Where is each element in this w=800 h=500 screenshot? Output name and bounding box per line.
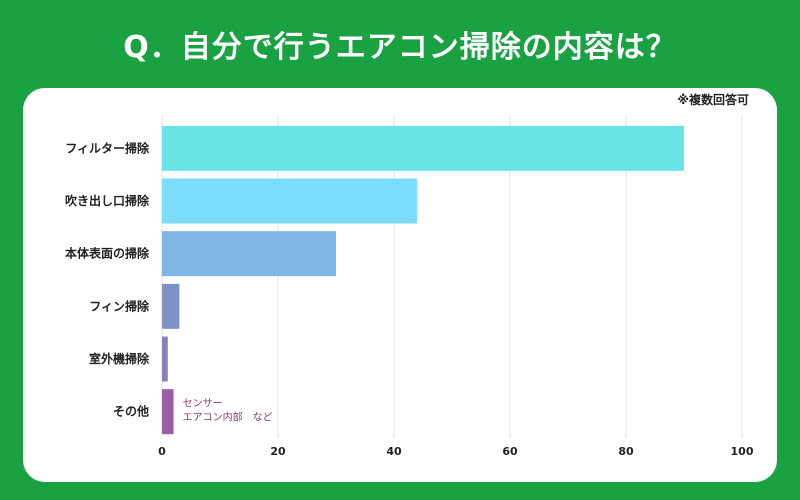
x-tick-label: 0: [158, 445, 166, 458]
x-tick-label: 20: [270, 445, 286, 458]
category-label: 本体表面の掃除: [65, 246, 150, 261]
other-annotation: エアコン内部 など: [183, 411, 273, 424]
bar-chart: 0 20 40 60 80 100 フィルター掃除吹き出し口掃除本体表面の掃除フィン掃除室外…: [65, 116, 754, 458]
bar: [162, 389, 174, 435]
chart-card: ※複数回答可 0 20 40 60 80 100 フィルター掃除 吹き出し口掃除 本体表面の掃除…: [23, 88, 777, 482]
multiple-answer-note: ※複数回答可: [677, 93, 749, 107]
x-tick-label: 100: [731, 445, 754, 458]
x-tick-label: 40: [386, 445, 402, 458]
other-annotation: センサー: [183, 398, 223, 410]
bar: [162, 336, 168, 382]
category-label: その他: [113, 404, 149, 419]
category-label: フィン掃除: [89, 298, 150, 313]
category-label: 吹き出し口掃除: [65, 193, 150, 208]
page-title: Q．自分で行うエアコン掃除の内容は？: [123, 30, 677, 65]
bar: [162, 125, 684, 171]
category-label: 室外機掃除: [89, 351, 150, 366]
bar: [162, 178, 418, 224]
title-banner: Q．自分で行うエアコン掃除の内容は？: [0, 0, 800, 88]
x-tick-label: 80: [618, 445, 634, 458]
x-tick-label: 60: [502, 445, 518, 458]
category-label: フィルター掃除: [65, 140, 150, 155]
bar: [162, 283, 180, 329]
bar: [162, 231, 336, 277]
